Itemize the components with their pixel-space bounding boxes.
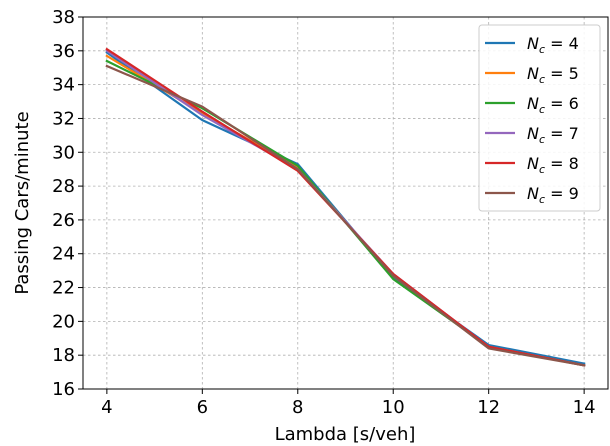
y-tick-label: 20 [52, 311, 75, 332]
legend-subscript: c [539, 163, 545, 176]
legend: Nc = 4Nc = 5Nc = 6Nc = 7Nc = 8Nc = 9 [478, 24, 601, 212]
x-tick-label: 12 [477, 397, 500, 418]
x-tick-label: 10 [382, 397, 405, 418]
x-axis-label: Lambda [s/veh] [275, 424, 416, 445]
legend-value: 5 [569, 64, 579, 83]
legend-entry-label: Nc = 8 [527, 154, 579, 176]
plot-frame [82, 16, 609, 390]
legend-symbol: N [527, 64, 539, 83]
legend-value: 8 [569, 154, 579, 173]
y-tick-label: 18 [52, 345, 75, 366]
legend-value: 6 [569, 94, 579, 113]
x-axis-ticks: 4 6 8 10 12 14 [101, 389, 596, 418]
legend-equals: = [545, 184, 569, 203]
legend-symbol: N [527, 34, 539, 53]
legend-subscript: c [539, 43, 545, 56]
legend-entry-label: Nc = 4 [527, 34, 579, 56]
series-line-9 [105, 64, 586, 367]
legend-entry-label: Nc = 6 [527, 94, 579, 116]
legend-entry-label: Nc = 5 [527, 64, 579, 86]
legend-value: 7 [569, 124, 579, 143]
legend-entry-label: Nc = 9 [527, 184, 579, 206]
legend-equals: = [545, 154, 569, 173]
x-tick-label: 6 [197, 397, 208, 418]
legend-symbol: N [527, 154, 539, 173]
y-tick-label: 28 [52, 176, 75, 197]
y-tick-label: 16 [52, 379, 75, 400]
legend-subscript: c [539, 193, 545, 206]
legend-subscript: c [539, 73, 545, 86]
y-tick-label: 32 [52, 108, 75, 129]
legend-equals: = [545, 64, 569, 83]
y-tick-label: 24 [52, 244, 75, 265]
legend-value: 4 [569, 34, 579, 53]
x-tick-label: 8 [292, 397, 303, 418]
y-axis-ticks: 16 18 20 22 24 26 28 30 32 34 36 38 [52, 7, 83, 400]
legend-subscript: c [539, 103, 545, 116]
x-tick-label: 14 [573, 397, 596, 418]
y-axis-label: Passing Cars/minute [12, 111, 33, 294]
legend-equals: = [545, 124, 569, 143]
y-tick-label: 26 [52, 210, 75, 231]
legend-symbol: N [527, 94, 539, 113]
legend-subscript: c [539, 133, 545, 146]
legend-entry-label: Nc = 7 [527, 124, 579, 146]
legend-equals: = [545, 94, 569, 113]
y-tick-label: 30 [52, 142, 75, 163]
legend-box [478, 24, 601, 212]
y-tick-label: 34 [52, 75, 75, 96]
series-lines [105, 47, 586, 367]
legend-value: 9 [569, 184, 579, 203]
legend-symbol: N [527, 124, 539, 143]
y-tick-label: 22 [52, 278, 75, 299]
x-tick-label: 4 [101, 397, 112, 418]
legend-equals: = [545, 34, 569, 53]
y-tick-label: 36 [52, 41, 75, 62]
legend-symbol: N [527, 184, 539, 203]
y-tick-label: 38 [52, 7, 75, 28]
